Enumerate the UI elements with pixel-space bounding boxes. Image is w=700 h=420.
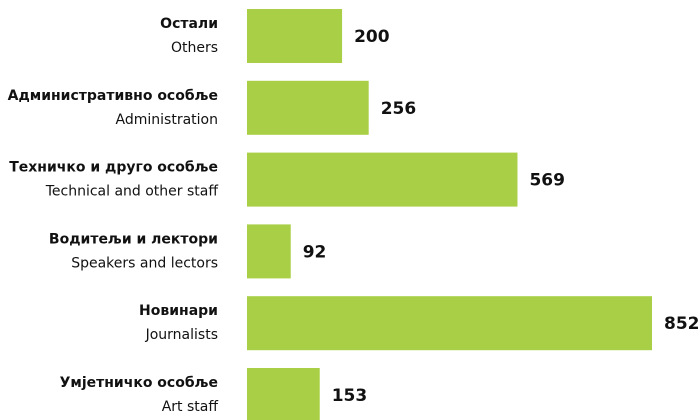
bar bbox=[247, 224, 291, 279]
category-label: Административно особље bbox=[8, 88, 218, 104]
value-label: 153 bbox=[332, 386, 368, 406]
value-label: 200 bbox=[354, 27, 390, 47]
bar bbox=[247, 368, 320, 420]
category-sublabel: Speakers and lectors bbox=[71, 255, 218, 271]
category-sublabel: Administration bbox=[116, 112, 218, 128]
bar bbox=[247, 296, 652, 351]
category-sublabel: Art staff bbox=[162, 399, 219, 415]
category-label: Остали bbox=[160, 16, 218, 32]
bar bbox=[247, 9, 343, 63]
value-label: 569 bbox=[529, 171, 565, 191]
category-label: Водитељи и лектори bbox=[49, 231, 218, 247]
category-label: Новинари bbox=[139, 303, 218, 319]
bar bbox=[247, 152, 518, 207]
category-sublabel: Others bbox=[171, 40, 218, 56]
category-sublabel: Technical and other staff bbox=[45, 184, 219, 200]
category-label: Умјетничко особље bbox=[60, 375, 218, 391]
value-label: 92 bbox=[303, 242, 327, 262]
bar bbox=[247, 80, 369, 135]
value-label: 852 bbox=[664, 314, 700, 334]
category-label: Техничко и друго особље bbox=[9, 160, 218, 176]
value-label: 256 bbox=[381, 99, 417, 119]
category-sublabel: Journalists bbox=[145, 327, 218, 343]
